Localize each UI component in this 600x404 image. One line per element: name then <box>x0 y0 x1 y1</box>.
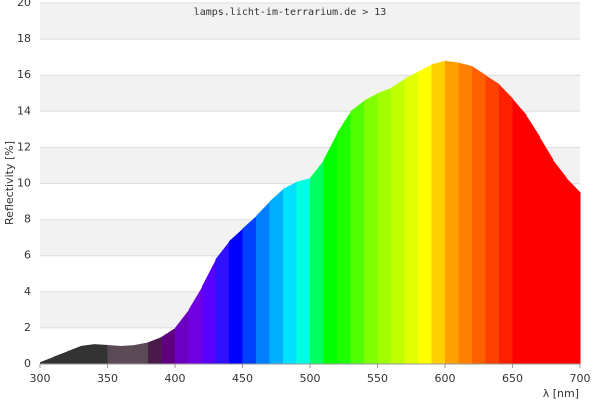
spectrum-strip <box>175 309 189 364</box>
spectrum-strip <box>323 132 338 364</box>
spectrum <box>40 60 581 365</box>
spectrum-strip <box>418 64 432 365</box>
spectrum-strip <box>269 188 284 364</box>
y-tick-label: 14 <box>17 104 31 117</box>
x-axis-label: λ [nm] <box>543 387 579 400</box>
spectrum-strip <box>67 345 81 364</box>
spectrum-strip <box>499 84 513 364</box>
spectrum-strip <box>310 160 324 364</box>
x-tick-label: 650 <box>502 372 523 385</box>
spectrum-strip <box>566 178 581 364</box>
chart-title: lamps.licht-im-terrarium.de > 13 <box>194 7 387 18</box>
y-tick-label: 2 <box>24 321 31 334</box>
y-tick-label: 0 <box>24 357 31 370</box>
x-tick-label: 300 <box>30 372 51 385</box>
spectrum-strip <box>148 336 162 364</box>
y-tick-label: 20 <box>17 0 31 9</box>
x-tick-label: 700 <box>570 372 591 385</box>
y-tick-label: 6 <box>24 249 31 262</box>
grid-band <box>40 3 580 40</box>
spectrum-strip <box>80 344 95 364</box>
spectrum-strip <box>539 136 554 364</box>
spectrum-strip <box>202 259 216 364</box>
spectrum-strip <box>188 286 203 364</box>
spectrum-strip <box>296 178 311 364</box>
spectrum-strip <box>107 345 122 364</box>
spectrum-strip <box>431 60 446 364</box>
spectrum-strip <box>350 100 365 364</box>
y-tick-label: 8 <box>24 213 31 226</box>
x-tick-label: 500 <box>300 372 321 385</box>
spectrum-strip <box>283 181 297 364</box>
spectrum-strip <box>53 351 68 364</box>
spectrum-strip <box>40 356 54 364</box>
x-tick-label: 350 <box>97 372 118 385</box>
spectrum-strip <box>134 342 149 364</box>
spectrum-strip <box>485 75 500 364</box>
spectrum-strip <box>526 114 540 364</box>
spectrum-strip <box>121 345 135 364</box>
x-tick-label: 400 <box>165 372 186 385</box>
spectrum-strip <box>472 66 486 365</box>
x-tick-label: 600 <box>435 372 456 385</box>
spectrum-strip <box>512 98 527 364</box>
x-tick-label: 550 <box>367 372 388 385</box>
spectrum-strip <box>337 111 351 364</box>
spectrum-strip <box>391 78 405 364</box>
spectrum-strip <box>256 201 270 364</box>
spectrum-strip <box>364 93 378 364</box>
y-tick-label: 12 <box>17 140 31 153</box>
spectrum-strip <box>242 215 257 364</box>
spectrum-strip <box>377 87 392 365</box>
spectrum-strip <box>215 241 230 364</box>
y-tick-label: 16 <box>17 68 31 81</box>
spectrum-strip <box>458 62 473 364</box>
spectrum-strip <box>404 71 419 364</box>
x-tick-label: 450 <box>232 372 253 385</box>
spectrum-strip <box>445 60 459 364</box>
axes: 0 2 4 6 8 10 12 14 16 18 20 300 350 400 450 500 550 600 65… <box>17 0 591 385</box>
y-tick-label: 18 <box>17 32 31 45</box>
spectrum-strip <box>161 327 176 364</box>
spectrum-strip <box>94 344 108 364</box>
spectrum-strip <box>229 228 243 364</box>
spectrum-strip <box>553 160 567 364</box>
y-tick-label: 4 <box>24 285 31 298</box>
y-tick-label: 10 <box>17 177 31 190</box>
y-axis-label: Reflectivity [%] <box>3 141 16 225</box>
